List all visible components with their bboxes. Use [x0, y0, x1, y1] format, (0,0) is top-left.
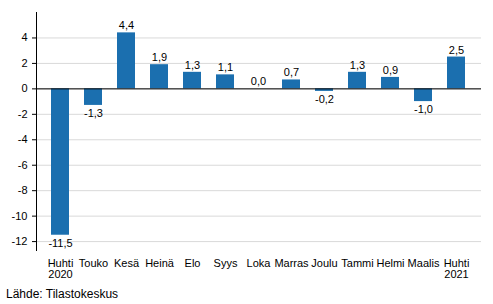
svg-text:4,4: 4,4	[119, 19, 134, 31]
svg-text:Heinä: Heinä	[145, 257, 175, 269]
svg-text:-10: -10	[12, 210, 28, 222]
svg-text:Tammi: Tammi	[341, 257, 373, 269]
svg-text:Kesä: Kesä	[114, 257, 140, 269]
svg-text:4: 4	[21, 31, 27, 43]
svg-text:0,9: 0,9	[383, 64, 398, 76]
html-text:Lähde: Tilastokeskus: Lähde: Tilastokeskus	[6, 287, 119, 301]
svg-text:1,1: 1,1	[218, 61, 233, 73]
svg-text:Huhti2021: Huhti2021	[444, 257, 470, 280]
svg-text:Syys: Syys	[214, 257, 238, 269]
svg-text:2,5: 2,5	[449, 44, 464, 56]
svg-text:-6: -6	[18, 159, 28, 171]
svg-text:0: 0	[21, 82, 27, 94]
svg-text:Huhti2020: Huhti2020	[48, 257, 74, 280]
svg-text:-2: -2	[18, 108, 28, 120]
svg-text:-1,3: -1,3	[84, 107, 103, 119]
svg-text:Marras: Marras	[274, 257, 309, 269]
svg-text:1,3: 1,3	[185, 59, 200, 71]
svg-text:-0,2: -0,2	[315, 93, 334, 105]
svg-text:-4: -4	[18, 133, 28, 145]
svg-text:0,7: 0,7	[284, 66, 299, 78]
svg-text:-1,0: -1,0	[414, 103, 433, 115]
svg-text:Elo: Elo	[185, 257, 201, 269]
svg-text:-12: -12	[12, 235, 28, 247]
svg-text:1,9: 1,9	[152, 51, 167, 63]
svg-text:-8: -8	[18, 184, 28, 196]
svg-text:Helmi: Helmi	[376, 257, 404, 269]
svg-text:0,0: 0,0	[251, 75, 266, 87]
svg-text:2: 2	[21, 57, 27, 69]
svg-text:1,3: 1,3	[350, 59, 365, 71]
svg-text:Joulu: Joulu	[311, 257, 337, 269]
svg-text:Touko: Touko	[79, 257, 108, 269]
svg-text:-11,5: -11,5	[48, 237, 72, 249]
svg-text:Maalis: Maalis	[408, 257, 440, 269]
svg-text:Loka: Loka	[247, 257, 272, 269]
